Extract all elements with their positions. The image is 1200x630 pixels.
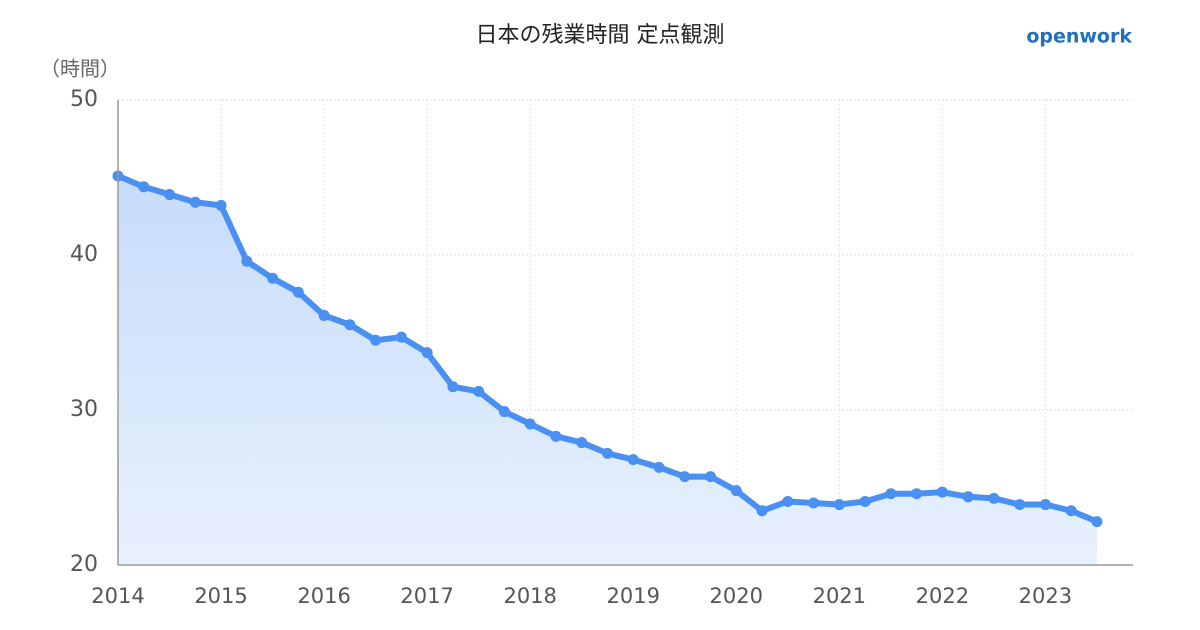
x-tick-label: 2019 bbox=[607, 584, 660, 608]
chart-title: 日本の残業時間 定点観測 bbox=[476, 23, 725, 48]
x-tick-label: 2014 bbox=[91, 584, 144, 608]
point bbox=[911, 488, 923, 500]
point bbox=[730, 485, 742, 497]
point bbox=[189, 196, 201, 208]
point bbox=[318, 309, 330, 321]
point bbox=[524, 418, 536, 430]
point bbox=[267, 272, 279, 284]
point bbox=[782, 495, 794, 507]
y-axis-label: （時間） bbox=[40, 57, 120, 81]
point bbox=[962, 491, 974, 503]
point bbox=[550, 430, 562, 442]
point bbox=[1014, 499, 1026, 511]
point bbox=[885, 488, 897, 500]
x-tick-label: 2020 bbox=[710, 584, 763, 608]
point bbox=[859, 495, 871, 507]
point bbox=[447, 381, 459, 393]
point bbox=[344, 319, 356, 331]
x-tick-label: 2018 bbox=[503, 584, 556, 608]
point bbox=[653, 461, 665, 473]
area bbox=[118, 175, 1097, 565]
point bbox=[395, 331, 407, 343]
point bbox=[164, 189, 176, 201]
point bbox=[138, 181, 150, 193]
point bbox=[576, 437, 588, 449]
point bbox=[601, 447, 613, 459]
point bbox=[627, 454, 639, 466]
x-tick-label: 2023 bbox=[1019, 584, 1072, 608]
point bbox=[241, 255, 253, 267]
y-tick-label: 30 bbox=[70, 397, 98, 422]
x-tick-label: 2022 bbox=[916, 584, 969, 608]
point bbox=[756, 505, 768, 517]
point bbox=[473, 385, 485, 397]
point bbox=[498, 406, 510, 418]
point bbox=[1065, 505, 1077, 517]
point bbox=[988, 492, 1000, 504]
point bbox=[1039, 499, 1051, 511]
y-tick-label: 40 bbox=[70, 242, 98, 267]
point bbox=[421, 347, 433, 359]
y-tick-label: 50 bbox=[70, 87, 98, 112]
x-tick-label: 2021 bbox=[813, 584, 866, 608]
x-tick-label: 2017 bbox=[400, 584, 453, 608]
x-tick-label: 2015 bbox=[194, 584, 247, 608]
point bbox=[370, 334, 382, 346]
brand-logo: openwork bbox=[1026, 26, 1132, 48]
point bbox=[215, 199, 227, 211]
x-tick-label: 2016 bbox=[297, 584, 350, 608]
point bbox=[936, 486, 948, 498]
point bbox=[679, 471, 691, 483]
point bbox=[705, 471, 717, 483]
point bbox=[292, 286, 304, 298]
point bbox=[808, 497, 820, 509]
point bbox=[833, 499, 845, 511]
point bbox=[1091, 516, 1103, 528]
y-tick-label: 20 bbox=[70, 552, 98, 577]
